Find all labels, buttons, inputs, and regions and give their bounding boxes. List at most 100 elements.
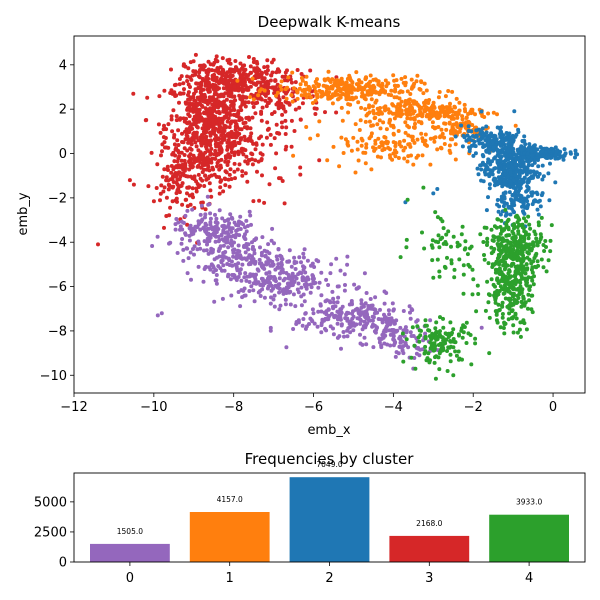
- scatter-point: [522, 196, 527, 201]
- scatter-point: [243, 225, 247, 230]
- scatter-point: [175, 177, 180, 182]
- scatter-points: [96, 52, 580, 381]
- scatter-point: [495, 320, 500, 325]
- scatter-point: [412, 343, 417, 348]
- scatter-point: [335, 309, 340, 314]
- scatter-point: [351, 86, 356, 91]
- scatter-point: [500, 303, 504, 308]
- scatter-point: [502, 322, 507, 327]
- scatter-point: [439, 127, 444, 132]
- scatter-point: [258, 294, 263, 298]
- scatter-point: [402, 138, 407, 143]
- scatter-point: [472, 139, 477, 144]
- scatter-point: [514, 188, 518, 193]
- scatter-point: [530, 163, 535, 168]
- scatter-point: [172, 90, 177, 95]
- scatter-point: [518, 334, 523, 339]
- scatter-point: [174, 191, 179, 196]
- scatter-point: [520, 301, 525, 305]
- scatter-point: [294, 276, 299, 281]
- scatter-point: [283, 297, 288, 302]
- scatter-point: [335, 300, 340, 305]
- scatter-point: [467, 149, 472, 154]
- scatter-point: [155, 313, 160, 318]
- scatter-point: [557, 155, 562, 160]
- scatter-point: [240, 97, 245, 102]
- scatter-point: [481, 240, 486, 244]
- scatter-x-ticks: −12 −10 −8 −6 −4 −2 0: [60, 393, 557, 415]
- scatter-point: [238, 73, 243, 77]
- scatter-point: [460, 335, 465, 340]
- scatter-point: [428, 136, 433, 141]
- scatter-point: [527, 142, 532, 147]
- scatter-point: [355, 147, 360, 152]
- scatter-point: [183, 163, 188, 168]
- scatter-point: [251, 199, 256, 204]
- scatter-point: [245, 125, 250, 130]
- scatter-point: [251, 97, 256, 102]
- scatter-point: [380, 143, 385, 148]
- scatter-point: [264, 271, 269, 276]
- scatter-point: [319, 309, 324, 314]
- scatter-point: [236, 243, 241, 248]
- scatter-point: [483, 172, 488, 177]
- scatter-point: [535, 243, 540, 248]
- scatter-point: [479, 178, 484, 183]
- scatter-point: [407, 142, 412, 147]
- cluster-3-points: [96, 52, 339, 247]
- scatter-point: [209, 158, 213, 163]
- scatter-point: [451, 373, 456, 378]
- scatter-point: [278, 84, 283, 89]
- scatter-point: [250, 101, 255, 105]
- scatter-point: [500, 312, 505, 316]
- scatter-point: [274, 254, 279, 259]
- scatter-point: [436, 233, 441, 238]
- scatter-point: [303, 82, 308, 87]
- scatter-point: [544, 269, 549, 274]
- scatter-point: [463, 239, 468, 244]
- scatter-point: [503, 158, 508, 163]
- scatter-point: [447, 108, 452, 113]
- scatter-point: [376, 82, 381, 87]
- scatter-point: [362, 271, 367, 276]
- scatter-point: [403, 120, 408, 125]
- scatter-point: [506, 183, 511, 188]
- scatter-point: [371, 345, 376, 350]
- scatter-point: [364, 145, 369, 150]
- scatter-point: [358, 332, 362, 337]
- scatter-point: [453, 157, 458, 162]
- scatter-point: [506, 142, 511, 146]
- scatter-point: [223, 183, 228, 188]
- scatter-point: [255, 80, 260, 85]
- scatter-point: [263, 253, 268, 258]
- scatter-point: [332, 315, 337, 320]
- scatter-point: [495, 159, 500, 163]
- scatter-point: [492, 295, 497, 300]
- scatter-point: [478, 137, 483, 142]
- scatter-point: [393, 354, 398, 359]
- scatter-point: [440, 219, 445, 224]
- scatter-point: [495, 125, 500, 130]
- scatter-point: [394, 78, 399, 83]
- scatter-point: [205, 194, 210, 199]
- scatter-point: [198, 176, 203, 181]
- scatter-point: [503, 172, 508, 177]
- scatter-point: [208, 222, 213, 227]
- scatter-point: [499, 197, 504, 202]
- scatter-point: [201, 226, 206, 231]
- scatter-point: [371, 145, 375, 150]
- scatter-point: [497, 289, 502, 293]
- scatter-point: [264, 135, 269, 140]
- scatter-point: [181, 81, 186, 86]
- scatter-point: [449, 131, 453, 136]
- scatter-point: [524, 327, 529, 332]
- scatter-point: [477, 141, 482, 146]
- scatter-point: [310, 101, 315, 105]
- scatter-point: [434, 320, 439, 325]
- scatter-point: [408, 330, 413, 335]
- scatter-point: [485, 279, 490, 284]
- scatter-point: [444, 242, 449, 247]
- scatter-point: [473, 336, 478, 341]
- scatter-point: [476, 292, 481, 296]
- scatter-point: [358, 341, 363, 346]
